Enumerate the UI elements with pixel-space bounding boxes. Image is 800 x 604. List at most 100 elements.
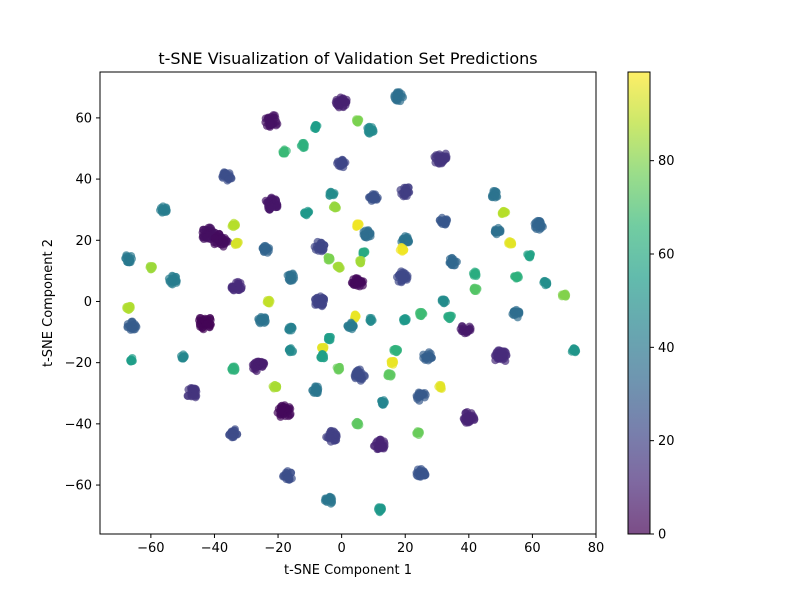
- scatter-point: [332, 430, 341, 439]
- cluster-48: [227, 277, 246, 295]
- cluster-40: [332, 261, 345, 273]
- cluster-61: [399, 314, 411, 326]
- scatter-point: [448, 256, 457, 265]
- scatter-point: [279, 149, 288, 158]
- scatter-point: [356, 256, 365, 265]
- scatter-point: [288, 270, 297, 279]
- cluster-53: [262, 295, 275, 308]
- scatter-point: [315, 241, 324, 250]
- cluster-38: [445, 253, 461, 270]
- scatter-point: [353, 281, 362, 290]
- cluster-56: [508, 305, 524, 322]
- scatter-point: [123, 323, 132, 332]
- cluster-18: [497, 206, 511, 219]
- cluster-89: [377, 396, 389, 409]
- scatter-point: [457, 322, 466, 331]
- scatter-point: [335, 365, 344, 374]
- cluster-47: [347, 274, 368, 291]
- cluster-5: [363, 122, 378, 138]
- scatter-point: [417, 307, 426, 316]
- scatter-point: [374, 444, 383, 453]
- scatter-point: [191, 386, 200, 395]
- scatter-point: [369, 125, 378, 134]
- y-tick-label: 0: [84, 295, 92, 310]
- scatter-point: [385, 370, 394, 379]
- cluster-78: [386, 356, 399, 369]
- cluster-9: [333, 155, 350, 172]
- cluster-65: [284, 322, 297, 335]
- x-tick-label: 0: [338, 541, 346, 556]
- scatter-point: [172, 278, 181, 287]
- cluster-95: [322, 426, 341, 446]
- scatter-point: [400, 317, 409, 326]
- cluster-50: [469, 283, 482, 295]
- scatter-point: [379, 397, 388, 406]
- scatter-point: [263, 248, 272, 257]
- x-tick-label: −20: [264, 541, 291, 556]
- cluster-76: [316, 350, 329, 363]
- cluster-8: [430, 149, 451, 168]
- scatter-point: [472, 284, 481, 293]
- scatter-point: [302, 211, 311, 220]
- scatter-point: [442, 152, 451, 161]
- scatter-point: [255, 316, 264, 325]
- scatter-point: [165, 277, 174, 286]
- cluster-19: [300, 206, 314, 220]
- y-tick-label: 20: [75, 234, 92, 249]
- scatter-point: [335, 262, 344, 271]
- cluster-39: [355, 256, 366, 268]
- scatter-point: [493, 226, 502, 235]
- scatter-point: [264, 296, 273, 305]
- cluster-70: [389, 344, 403, 357]
- scatter-point: [272, 384, 281, 393]
- cluster-24: [490, 223, 505, 239]
- cluster-10: [218, 168, 236, 185]
- cluster-2: [390, 88, 408, 106]
- plot-frame: [99, 71, 597, 535]
- cluster-66: [343, 318, 358, 334]
- cluster-87: [183, 384, 201, 402]
- scatter-point: [437, 297, 446, 306]
- scatter-point: [127, 254, 136, 263]
- scatter-point: [316, 300, 325, 309]
- scatter-point: [348, 325, 357, 334]
- cluster-94: [412, 427, 424, 440]
- scatter-point: [418, 389, 427, 398]
- scatter-point: [126, 356, 135, 365]
- cluster-79: [248, 357, 269, 376]
- scatter-point: [369, 193, 378, 202]
- colorbar-ticks: 0 20 40 60 80: [650, 154, 675, 543]
- cluster-52: [311, 292, 329, 311]
- scatter-point: [399, 276, 408, 284]
- scatter-point: [252, 367, 261, 376]
- y-tick-label: 40: [75, 173, 92, 188]
- scatter-point: [390, 92, 399, 101]
- scatter-point: [424, 348, 433, 357]
- cluster-69: [317, 342, 329, 354]
- x-tick-label: −60: [137, 541, 164, 556]
- scatter-point: [234, 285, 243, 294]
- cluster-74: [490, 346, 511, 366]
- x-tick-label: −40: [201, 541, 228, 556]
- scatter-point: [435, 155, 444, 164]
- scatter-point: [199, 225, 208, 234]
- colorbar-tick-label: 40: [658, 341, 675, 356]
- cluster-81: [332, 362, 345, 375]
- cluster-67: [456, 322, 475, 338]
- scatter-point: [326, 253, 335, 262]
- scatter-point: [353, 219, 362, 228]
- x-axis-label: t-SNE Component 1: [284, 563, 412, 578]
- scatter-point: [541, 281, 550, 290]
- scatter-point: [351, 419, 360, 428]
- scatter-point: [319, 342, 328, 351]
- scatter-point: [268, 203, 277, 212]
- colorbar-tick-label: 0: [658, 528, 666, 543]
- cluster-97: [279, 467, 296, 484]
- cluster-82: [350, 365, 369, 385]
- cluster-86: [308, 382, 323, 398]
- scatter-point: [414, 428, 423, 437]
- scatter-point: [502, 351, 511, 360]
- x-tick-label: 60: [524, 541, 541, 556]
- scatter-point: [570, 346, 579, 355]
